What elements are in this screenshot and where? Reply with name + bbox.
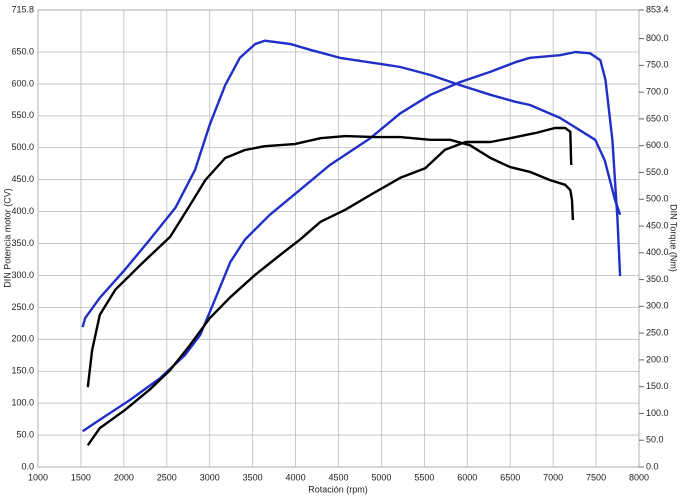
y2-tick-label: 700.0 [646,87,669,97]
power-torque-curve [81,39,622,328]
x-tick-label: 4000 [286,472,306,482]
x-tick-label: 7500 [586,472,606,482]
y-tick-label: 650.0 [11,46,34,56]
y2-tick-label: 0.0 [646,461,659,471]
power-torque-curve [81,50,622,433]
x-tick-label: 2000 [114,472,134,482]
x-tick-label: 6000 [457,472,477,482]
x-tick-label: 8000 [629,472,649,482]
y2-tick-label: 650.0 [646,113,669,123]
x-axis-label: Rotación (rpm) [308,484,368,494]
y2-tick-label: 750.0 [646,60,669,70]
y2-tick-label: 200.0 [646,354,669,364]
y-tick-label: 715.8 [11,4,34,14]
y2-tick-label: 250.0 [646,327,669,337]
y2-tick-label: 500.0 [646,194,669,204]
y2-tick-label: 800.0 [646,33,669,43]
y2-tick-label: 400.0 [646,247,669,257]
y-tick-label: 500.0 [11,142,34,152]
y2-tick-label: 150.0 [646,381,669,391]
power-torque-curve [86,134,575,388]
y2-tick-label: 50.0 [646,435,664,445]
y-tick-label: 350.0 [11,238,34,248]
y-tick-label: 200.0 [11,334,34,344]
y-tick-label: 250.0 [11,302,34,312]
x-tick-label: 5500 [414,472,434,482]
y2-tick-label: 550.0 [646,167,669,177]
y2-tick-label: 350.0 [646,274,669,284]
y-tick-label: 300.0 [11,270,34,280]
y-tick-label: 600.0 [11,78,34,88]
y2-tick-label: 853.4 [646,4,669,14]
x-tick-label: 4500 [328,472,348,482]
y-tick-label: 0.0 [21,461,34,471]
x-tick-label: 1500 [71,472,91,482]
y2-axis-label: DIN Torque (Nm) [669,204,679,272]
y2-tick-label: 450.0 [646,220,669,230]
x-tick-label: 1000 [28,472,48,482]
y-tick-label: 150.0 [11,366,34,376]
y2-tick-label: 300.0 [646,301,669,311]
y-tick-label: 100.0 [11,398,34,408]
x-tick-label: 5000 [371,472,391,482]
y-axis-label: DIN Potencia motor (CV) [2,188,12,288]
y2-tick-label: 100.0 [646,408,669,418]
y-tick-label: 50.0 [16,429,34,439]
x-tick-label: 7000 [543,472,563,482]
x-tick-label: 3500 [243,472,263,482]
power-torque-curve [86,126,573,446]
x-tick-label: 3000 [200,472,220,482]
x-tick-label: 6500 [500,472,520,482]
x-tick-label: 2500 [157,472,177,482]
y-tick-label: 550.0 [11,110,34,120]
y-tick-label: 400.0 [11,206,34,216]
y-tick-label: 450.0 [11,174,34,184]
y2-tick-label: 600.0 [646,140,669,150]
